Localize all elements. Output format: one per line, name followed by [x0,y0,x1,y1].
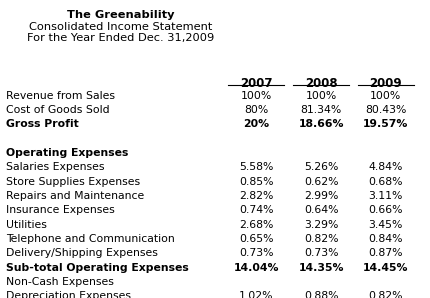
Text: 2.82%: 2.82% [239,191,273,201]
Text: 2.68%: 2.68% [239,220,273,230]
Text: 0.65%: 0.65% [239,234,273,244]
Text: 0.88%: 0.88% [303,291,338,298]
Text: 100%: 100% [240,91,271,101]
Text: 3.29%: 3.29% [303,220,338,230]
Text: 0.64%: 0.64% [303,205,338,215]
Text: 0.68%: 0.68% [368,177,402,187]
Text: 0.73%: 0.73% [303,248,338,258]
Text: 0.62%: 0.62% [303,177,338,187]
Text: 2007: 2007 [240,77,272,91]
Text: 0.73%: 0.73% [239,248,273,258]
Text: Repairs and Maintenance: Repairs and Maintenance [6,191,144,201]
Text: 0.82%: 0.82% [303,234,338,244]
Text: Salaries Expenses: Salaries Expenses [6,162,105,173]
Text: Revenue from Sales: Revenue from Sales [6,91,115,101]
Text: Gross Profit: Gross Profit [6,119,79,130]
Text: 0.82%: 0.82% [368,291,402,298]
Text: 19.57%: 19.57% [362,119,408,130]
Text: 3.11%: 3.11% [368,191,402,201]
Text: 20%: 20% [243,119,269,130]
Text: 80%: 80% [244,105,268,115]
Text: Delivery/Shipping Expenses: Delivery/Shipping Expenses [6,248,158,258]
Text: For the Year Ended Dec. 31,2009: For the Year Ended Dec. 31,2009 [27,33,214,43]
Text: Depreciation Expenses: Depreciation Expenses [6,291,131,298]
Text: 100%: 100% [369,91,400,101]
Text: 0.66%: 0.66% [368,205,402,215]
Text: Non-Cash Expenses: Non-Cash Expenses [6,277,114,287]
Text: 5.58%: 5.58% [239,162,273,173]
Text: 80.43%: 80.43% [364,105,405,115]
Text: 3.45%: 3.45% [368,220,402,230]
Text: 0.85%: 0.85% [239,177,273,187]
Text: 0.84%: 0.84% [368,234,402,244]
Text: Utilities: Utilities [6,220,47,230]
Text: 0.74%: 0.74% [239,205,273,215]
Text: 2008: 2008 [304,77,337,91]
Text: Telephone and Communication: Telephone and Communication [6,234,175,244]
Text: Operating Expenses: Operating Expenses [6,148,129,158]
Text: 14.45%: 14.45% [362,263,408,273]
Text: 0.87%: 0.87% [368,248,402,258]
Text: 4.84%: 4.84% [368,162,402,173]
Text: Consolidated Income Statement: Consolidated Income Statement [29,22,212,32]
Text: 1.02%: 1.02% [239,291,273,298]
Text: Cost of Goods Sold: Cost of Goods Sold [6,105,110,115]
Text: Insurance Expenses: Insurance Expenses [6,205,115,215]
Text: 81.34%: 81.34% [300,105,341,115]
Text: The Greenability: The Greenability [67,10,174,21]
Text: 5.26%: 5.26% [303,162,338,173]
Text: 18.66%: 18.66% [298,119,343,130]
Text: 2.99%: 2.99% [303,191,338,201]
Text: 100%: 100% [305,91,336,101]
Text: 14.04%: 14.04% [233,263,279,273]
Text: Sub-total Operating Expenses: Sub-total Operating Expenses [6,263,189,273]
Text: 14.35%: 14.35% [298,263,343,273]
Text: Store Supplies Expenses: Store Supplies Expenses [6,177,140,187]
Text: 2009: 2009 [369,77,401,91]
